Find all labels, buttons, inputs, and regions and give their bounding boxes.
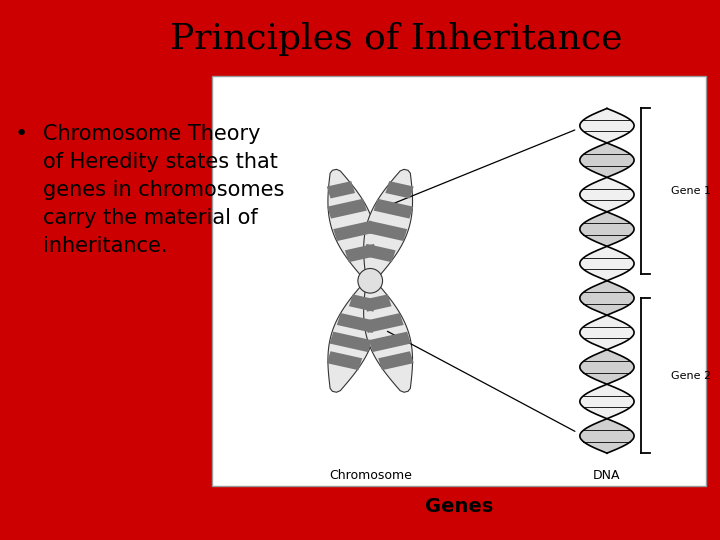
Polygon shape [364,313,404,333]
Polygon shape [363,294,392,312]
Polygon shape [327,181,355,199]
Text: Gene 2: Gene 2 [671,370,711,381]
Polygon shape [328,170,378,282]
Polygon shape [580,211,634,246]
Polygon shape [362,279,413,392]
Text: Gene 1: Gene 1 [671,186,711,196]
Polygon shape [349,294,377,312]
Polygon shape [580,177,634,211]
Polygon shape [362,170,413,282]
Ellipse shape [358,268,382,293]
Text: •: • [14,124,27,144]
Polygon shape [580,349,634,384]
Polygon shape [363,244,395,262]
Polygon shape [378,351,414,370]
Text: Genes: Genes [425,497,493,516]
Polygon shape [327,199,366,219]
Text: DNA: DNA [593,469,621,482]
Text: Principles of Inheritance: Principles of Inheritance [170,22,622,56]
Polygon shape [374,199,413,219]
Polygon shape [580,142,634,177]
Text: Chromosome Theory
of Heredity states that
genes in chromosomes
carry the materia: Chromosome Theory of Heredity states tha… [43,124,284,256]
Bar [212,76,706,486]
Polygon shape [580,246,634,280]
Polygon shape [345,244,378,262]
Polygon shape [328,279,378,392]
Polygon shape [580,418,634,453]
Polygon shape [337,313,377,333]
Polygon shape [385,181,414,199]
Polygon shape [580,315,634,349]
Polygon shape [330,332,372,352]
Polygon shape [580,384,634,418]
Polygon shape [580,109,634,142]
Polygon shape [580,280,634,315]
Polygon shape [333,221,375,241]
Polygon shape [327,351,362,370]
Text: Chromosome: Chromosome [329,469,412,482]
Polygon shape [369,332,411,352]
Polygon shape [365,221,408,241]
